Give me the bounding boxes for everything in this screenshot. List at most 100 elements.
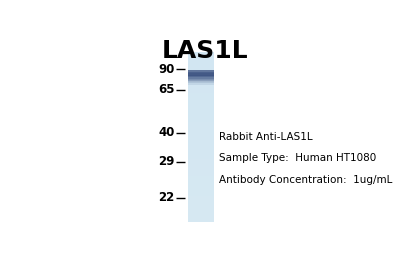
Bar: [188, 89, 214, 90]
Bar: [188, 175, 214, 176]
Bar: [188, 127, 214, 128]
Bar: [188, 139, 214, 140]
Bar: [188, 124, 214, 125]
Bar: [188, 150, 214, 151]
Bar: [188, 109, 214, 110]
Bar: [188, 59, 214, 60]
Bar: [188, 158, 214, 159]
Bar: [188, 101, 214, 103]
Bar: [188, 187, 214, 188]
Text: Sample Type:  Human HT1080: Sample Type: Human HT1080: [219, 154, 376, 163]
Bar: [188, 190, 214, 191]
Bar: [188, 73, 214, 74]
Bar: [188, 80, 214, 81]
Bar: [188, 113, 214, 114]
Bar: [188, 189, 214, 190]
Bar: [188, 57, 214, 58]
Bar: [188, 147, 214, 148]
Bar: [188, 85, 214, 86]
Bar: [188, 138, 214, 139]
Text: 65: 65: [158, 83, 175, 96]
Text: Rabbit Anti-LAS1L: Rabbit Anti-LAS1L: [219, 132, 312, 142]
Bar: [188, 121, 214, 122]
Bar: [188, 191, 214, 193]
Text: LAS1L: LAS1L: [162, 39, 248, 63]
Bar: [188, 75, 214, 80]
Bar: [188, 111, 214, 112]
Bar: [188, 201, 214, 202]
Bar: [188, 81, 214, 82]
Bar: [188, 118, 214, 119]
Bar: [188, 198, 214, 199]
Bar: [188, 147, 214, 148]
Bar: [188, 156, 214, 157]
Bar: [188, 77, 214, 81]
Bar: [188, 75, 214, 76]
Bar: [188, 129, 214, 130]
Bar: [188, 69, 214, 70]
Bar: [188, 100, 214, 101]
Bar: [188, 216, 214, 217]
Bar: [188, 136, 214, 138]
Bar: [188, 152, 214, 154]
Bar: [188, 220, 214, 221]
Bar: [188, 70, 214, 71]
Bar: [188, 209, 214, 210]
Bar: [188, 152, 214, 153]
Bar: [188, 78, 214, 79]
Bar: [188, 204, 214, 205]
Bar: [188, 186, 214, 187]
Bar: [188, 65, 214, 66]
Bar: [188, 157, 214, 158]
Bar: [188, 206, 214, 207]
Bar: [188, 101, 214, 102]
Bar: [188, 210, 214, 211]
Bar: [188, 163, 214, 164]
Bar: [188, 96, 214, 97]
Bar: [188, 113, 214, 115]
Bar: [188, 80, 214, 81]
Bar: [188, 93, 214, 94]
Bar: [188, 191, 214, 192]
Bar: [188, 86, 214, 87]
Bar: [188, 55, 214, 56]
Bar: [188, 202, 214, 203]
Bar: [188, 197, 214, 198]
Text: 90: 90: [158, 62, 175, 76]
Bar: [188, 154, 214, 155]
Bar: [188, 108, 214, 109]
Bar: [188, 70, 214, 76]
Bar: [188, 126, 214, 127]
Bar: [188, 79, 214, 80]
Bar: [188, 83, 214, 84]
Bar: [188, 91, 214, 92]
Bar: [188, 179, 214, 180]
Bar: [188, 97, 214, 99]
Bar: [188, 90, 214, 91]
Bar: [188, 117, 214, 118]
Bar: [188, 140, 214, 141]
Bar: [188, 56, 214, 57]
Bar: [188, 135, 214, 136]
Bar: [188, 133, 214, 134]
Bar: [188, 119, 214, 120]
Bar: [188, 177, 214, 178]
Bar: [188, 165, 214, 166]
Bar: [188, 160, 214, 161]
Bar: [188, 211, 214, 212]
Bar: [188, 87, 214, 88]
Bar: [188, 205, 214, 206]
Bar: [188, 162, 214, 163]
Bar: [188, 62, 214, 63]
Bar: [188, 142, 214, 143]
Bar: [188, 91, 214, 92]
Text: 29: 29: [158, 155, 175, 168]
Bar: [188, 217, 214, 218]
Bar: [188, 173, 214, 174]
Bar: [188, 151, 214, 152]
Bar: [188, 64, 214, 65]
Bar: [188, 192, 214, 193]
Bar: [188, 72, 214, 77]
Bar: [188, 145, 214, 146]
Bar: [188, 84, 214, 85]
